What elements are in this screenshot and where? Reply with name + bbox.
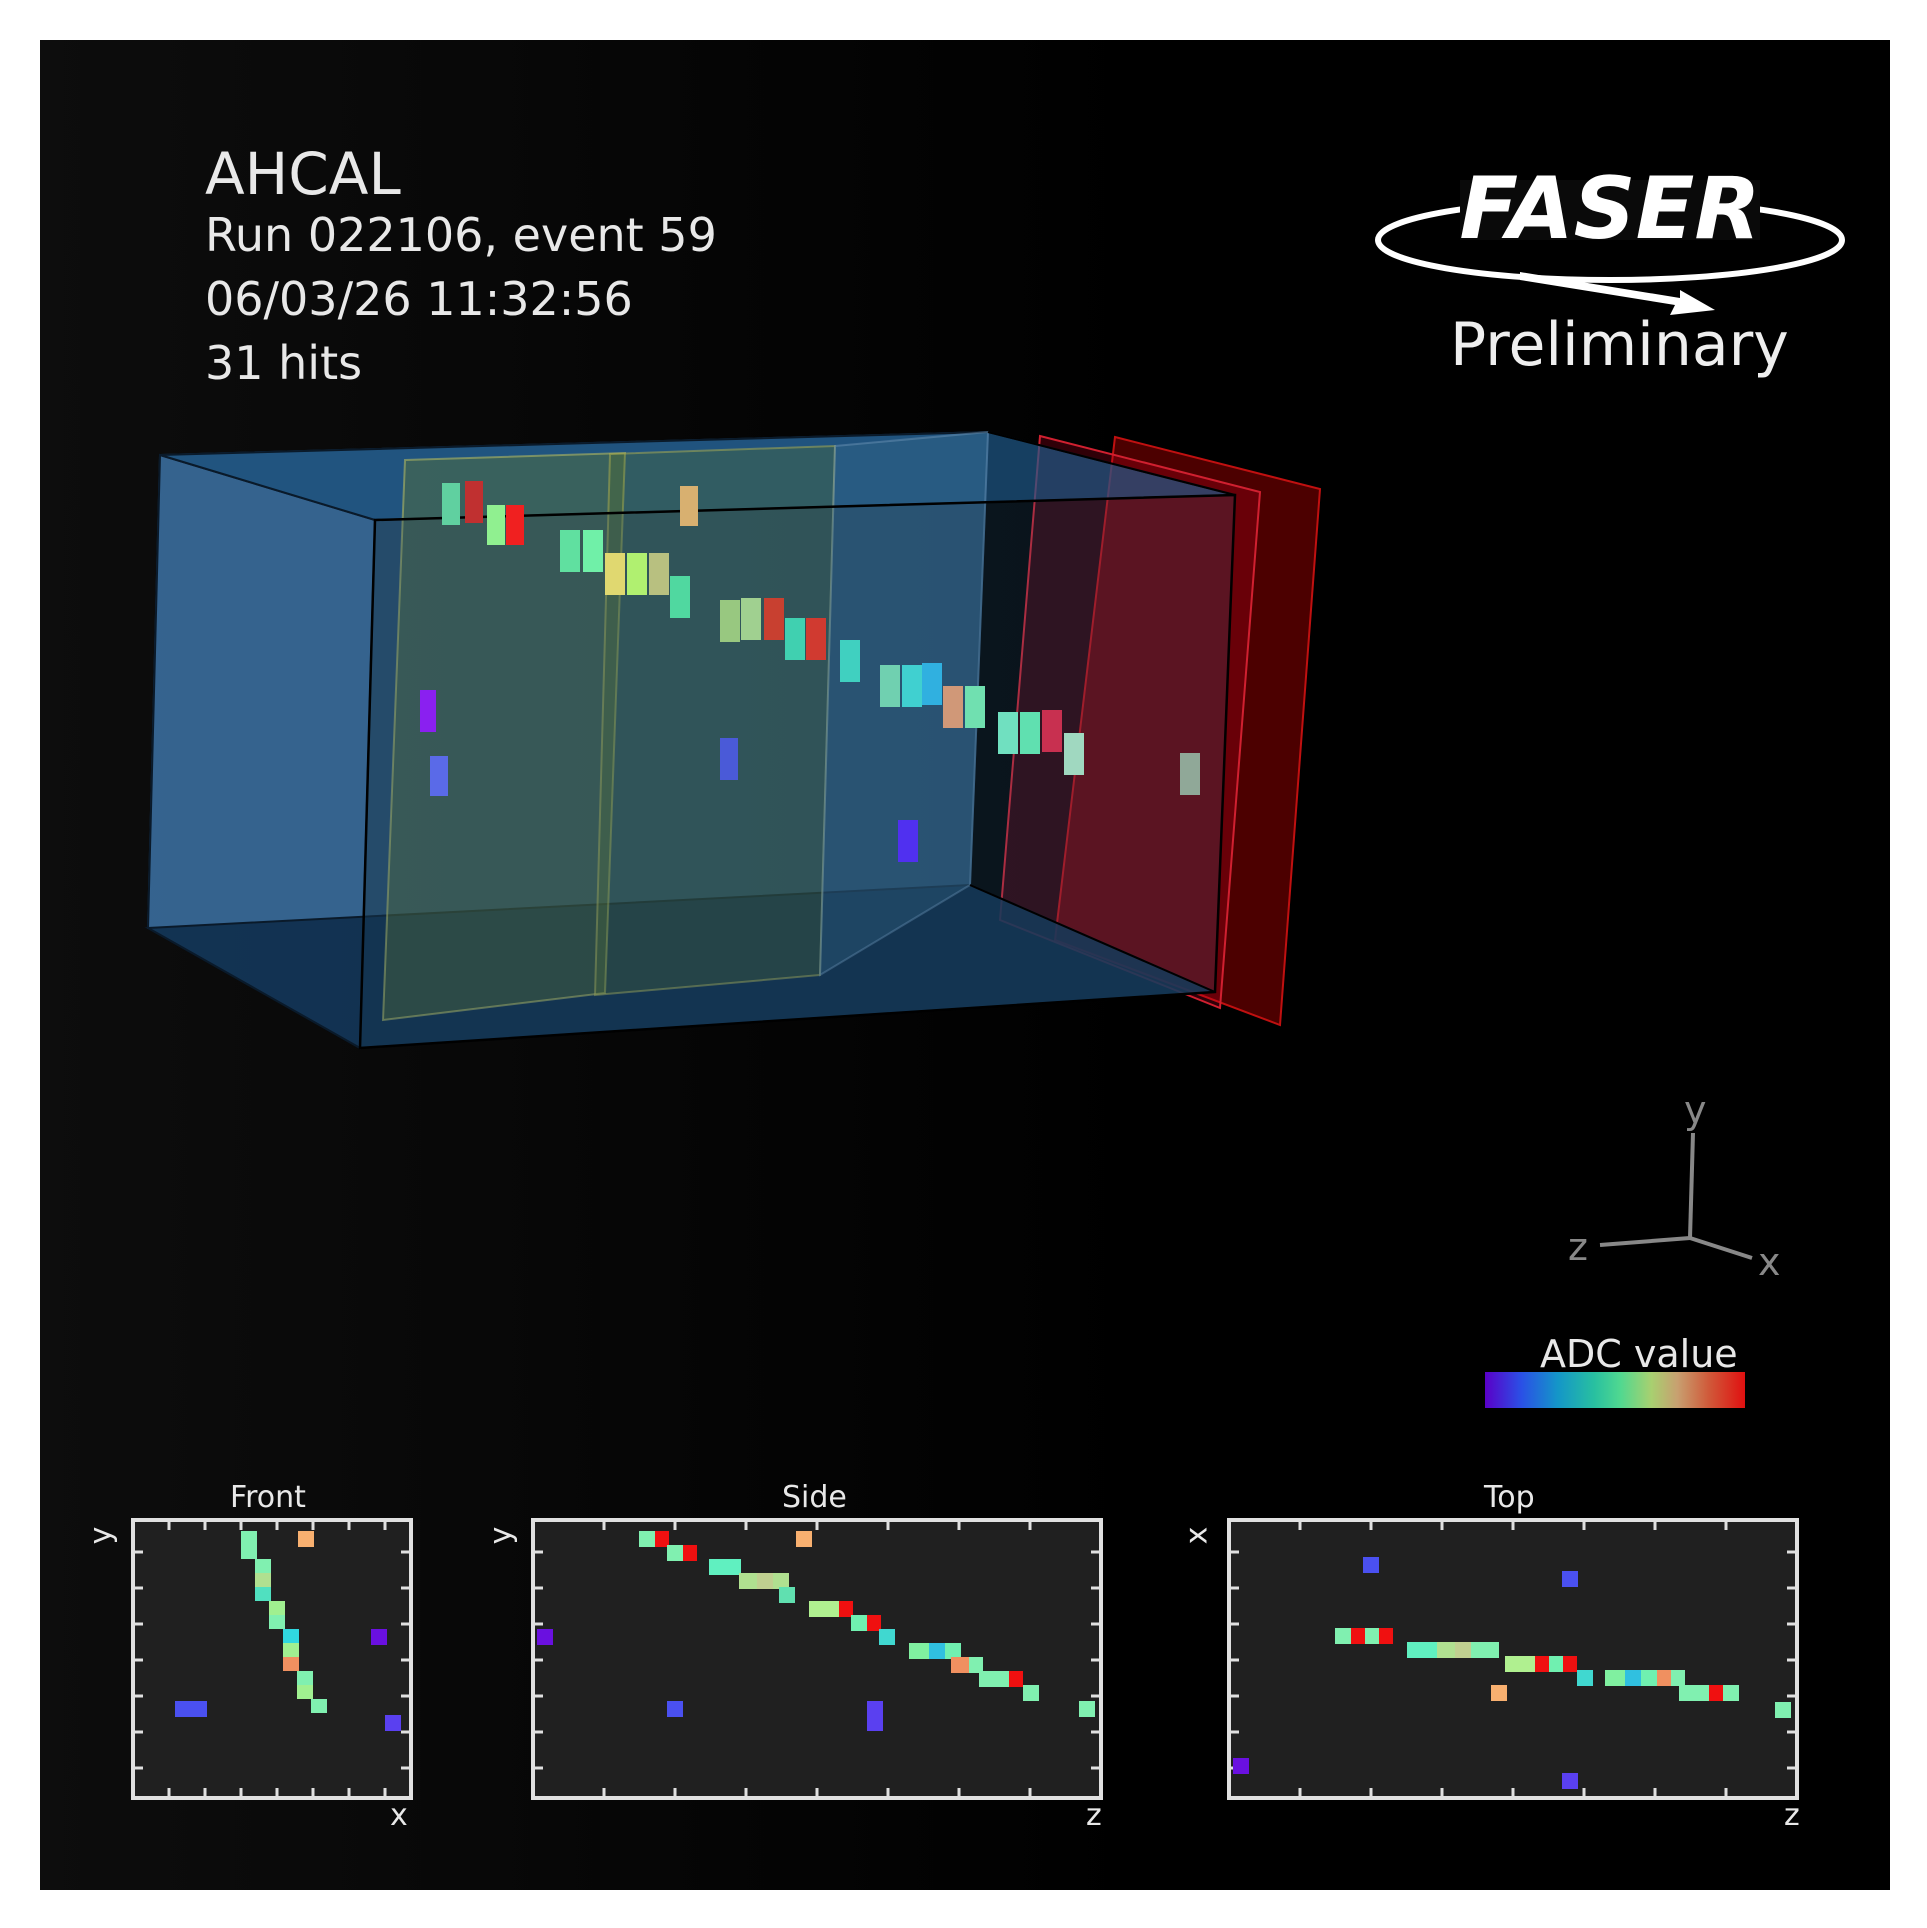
hit [680,486,698,526]
hit [880,665,900,707]
hit [1064,733,1084,775]
hit [560,530,580,572]
preliminary-label: Preliminary [1450,310,1789,380]
hit [943,686,963,728]
hit [605,553,625,595]
hit [1180,753,1200,795]
hit [442,483,460,525]
hit [840,640,860,682]
hit [741,598,761,640]
top-view-title: Top [1484,1480,1535,1515]
top-xlabel: z [1784,1798,1800,1833]
hit [487,505,505,545]
side-view-panel [531,1518,1103,1800]
hit [430,756,448,796]
hit [720,600,740,642]
front-xlabel: x [390,1798,408,1833]
axis-x-label: x [1758,1240,1781,1284]
detector-3d-view: y z x [144,430,1781,1284]
top-view-panel [1227,1518,1799,1800]
timestamp-label: 06/03/26 11:32:56 [205,272,633,326]
hit [465,481,483,523]
event-display: AHCAL Run 022106, event 59 06/03/26 11:3… [40,40,1890,1890]
hit [720,738,738,780]
hit [670,576,690,618]
projection-panels [131,1518,1799,1800]
run-event-label: Run 022106, event 59 [205,208,717,262]
axis-z-label: z [1568,1225,1588,1269]
front-view-panel [131,1518,413,1800]
colorbar [1485,1372,1745,1408]
hits-group [420,481,1200,862]
hit [649,553,669,595]
hit [506,505,524,545]
detector-title: AHCAL [205,140,401,208]
hit [1020,712,1040,754]
hit [764,598,784,640]
axis-y-label: y [1684,1088,1707,1132]
red-layer [998,434,1262,1010]
side-view-title: Side [782,1480,847,1515]
hit [922,663,942,705]
hit-count-label: 31 hits [205,336,363,390]
hit [806,618,826,660]
faser-logo: FASER [1375,159,1845,315]
side-xlabel: z [1086,1798,1102,1833]
hit [627,553,647,595]
logo-text: FASER [1459,159,1760,259]
hit [1042,710,1062,752]
hit [902,665,922,707]
front-view-title: Front [230,1480,306,1515]
layer-plane [381,451,627,1022]
hit [998,712,1018,754]
hit [785,618,805,660]
hit [420,690,436,732]
colorbar-title: ADC value [1540,1332,1738,1376]
axis-indicator [1599,1132,1753,1260]
hit [898,820,918,862]
hit [965,686,985,728]
hit [583,530,603,572]
